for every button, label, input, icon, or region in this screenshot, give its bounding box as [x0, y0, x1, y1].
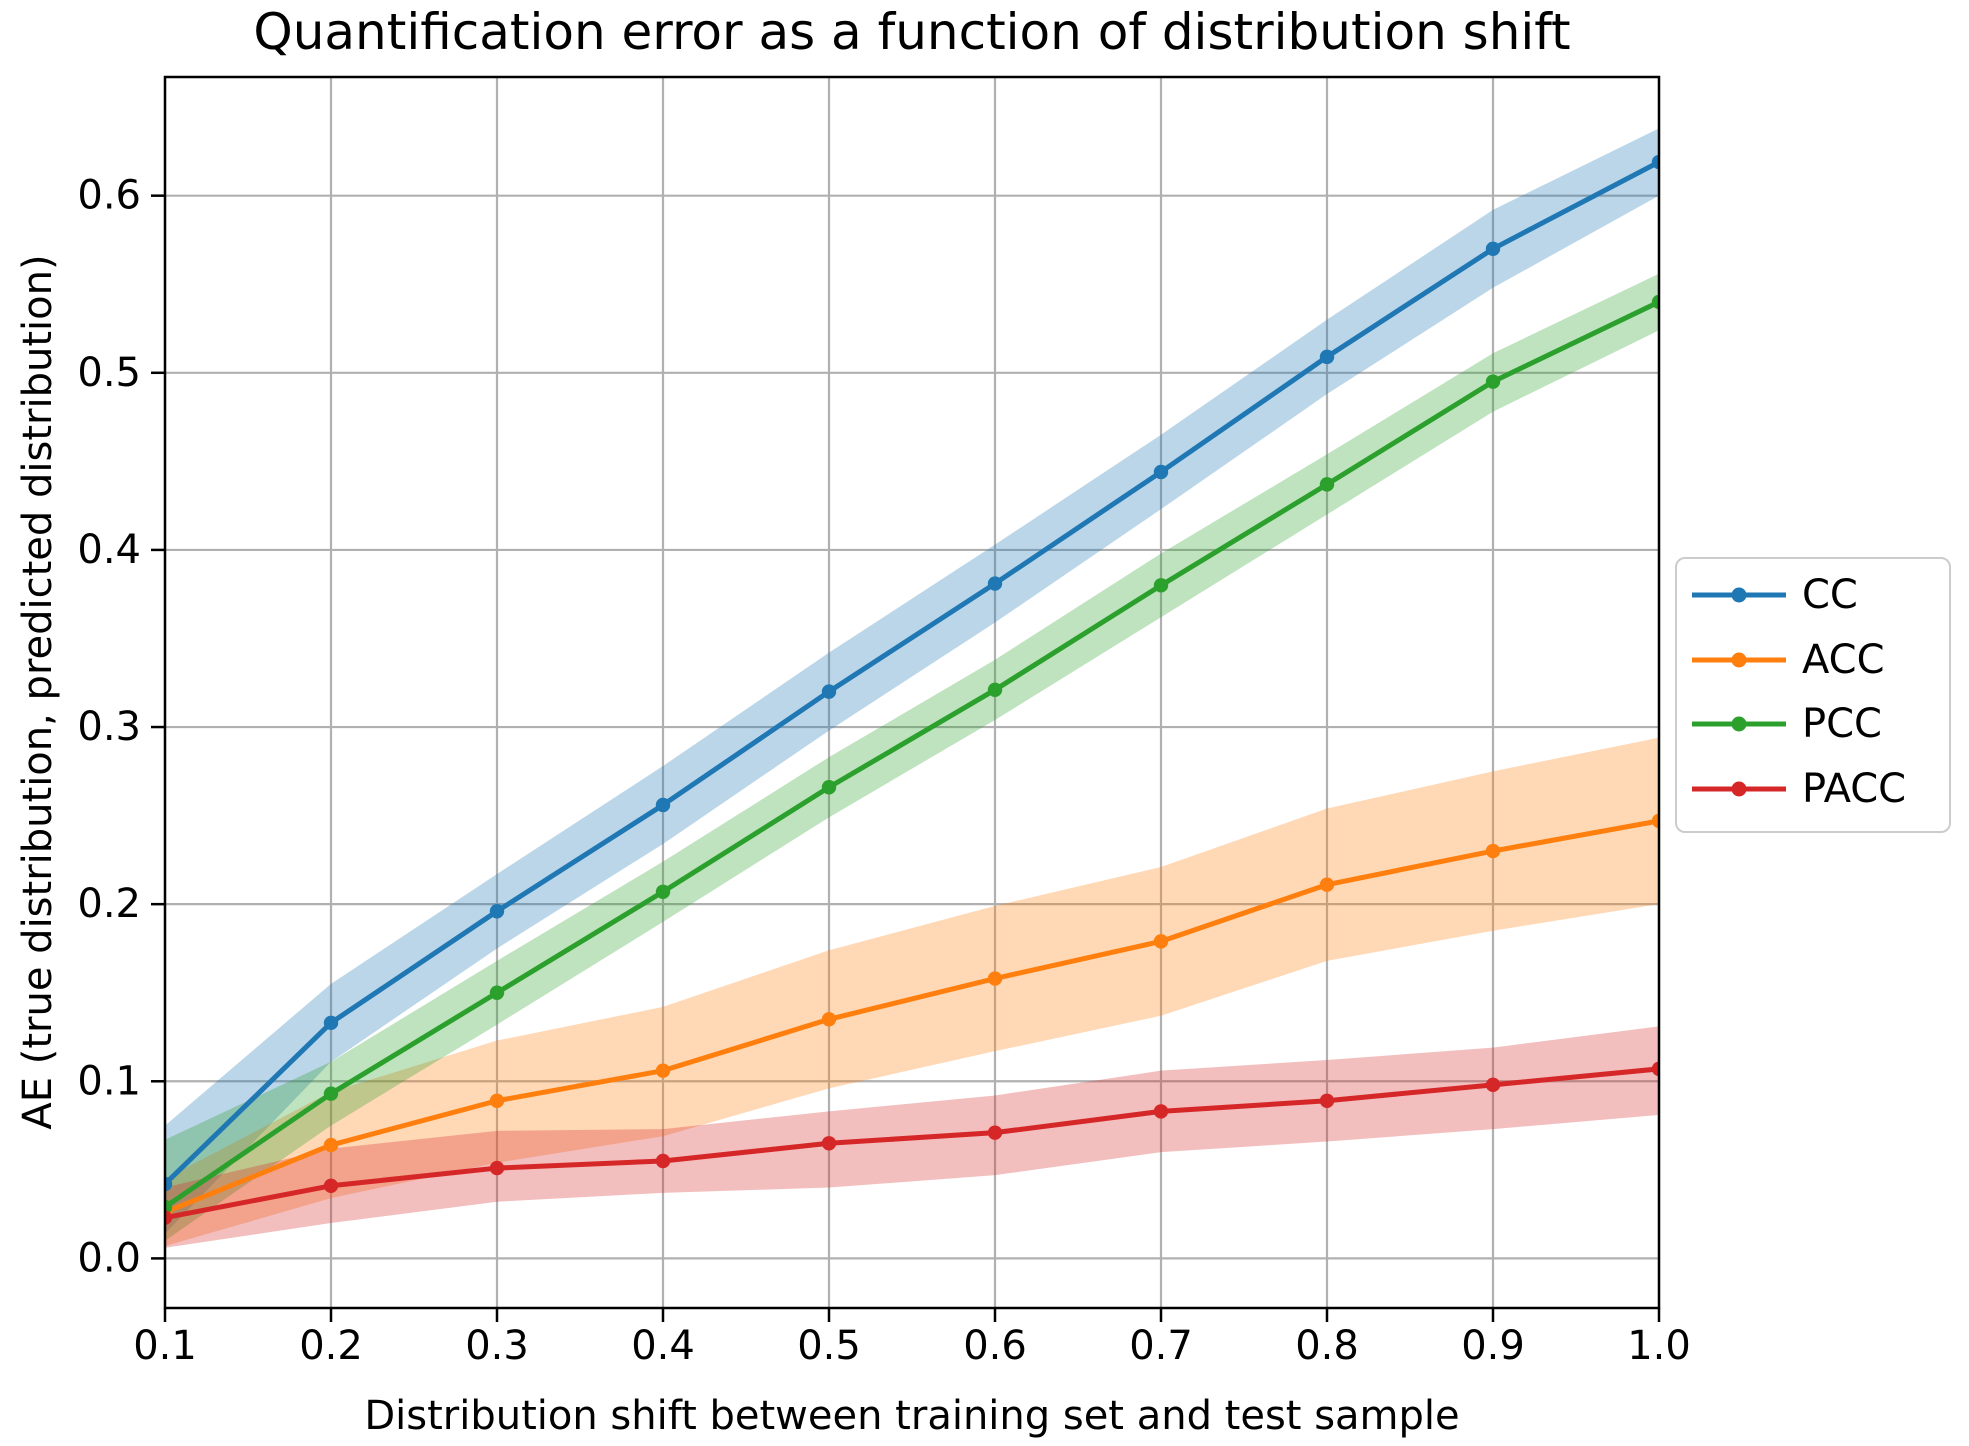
PACC-marker — [1153, 1104, 1169, 1119]
legend-label: PCC — [1802, 701, 1882, 748]
ACC-markers — [165, 813, 1659, 1220]
PCC-marker — [165, 1199, 173, 1215]
CC-markers — [165, 154, 1659, 1192]
PCC-band — [165, 273, 1659, 1241]
x-tick-label: 0.8 — [1295, 1323, 1359, 1369]
legend-line-swatch — [1692, 587, 1786, 603]
CC-marker — [655, 797, 671, 813]
PACC-marker — [655, 1153, 671, 1169]
PCC-markers — [165, 294, 1659, 1215]
ACC-marker — [821, 1012, 837, 1027]
x-tick-label: 0.6 — [963, 1323, 1027, 1369]
y-tick-label: 0.0 — [77, 1235, 141, 1281]
CC-marker — [987, 576, 1003, 591]
tick-marks — [151, 194, 1661, 1322]
x-tick-label: 0.2 — [299, 1323, 363, 1369]
y-tick-label: 0.6 — [77, 173, 141, 219]
PCC-marker — [655, 884, 671, 899]
CC-marker — [1651, 154, 1659, 170]
x-tick-label: 0.3 — [465, 1323, 529, 1369]
legend-line-swatch — [1692, 652, 1786, 668]
PCC-marker — [987, 682, 1003, 698]
PACC-marker — [323, 1178, 339, 1193]
PACC-marker — [987, 1125, 1003, 1140]
CC-marker — [165, 1176, 173, 1192]
PACC-marker — [821, 1136, 837, 1151]
y-tick-label: 0.2 — [77, 881, 141, 927]
legend-line-swatch — [1692, 716, 1786, 732]
PCC-marker — [1319, 477, 1335, 492]
x-axis-label: Distribution shift between training set … — [364, 1393, 1460, 1439]
y-tick-label: 0.3 — [77, 704, 141, 750]
PCC-marker — [323, 1086, 339, 1101]
CC-marker — [1319, 349, 1335, 365]
ACC-marker — [1651, 813, 1659, 829]
x-tick-label: 0.4 — [631, 1323, 695, 1369]
PCC-line — [165, 299, 1659, 1210]
CC-band — [165, 128, 1659, 1234]
CC-line — [165, 159, 1659, 1187]
PACC-marker — [1319, 1093, 1335, 1108]
ACC-marker — [655, 1063, 671, 1078]
x-tick-label: 0.7 — [1129, 1323, 1193, 1369]
legend-item-ACC: ACC — [1692, 628, 1949, 693]
legend-label: PACC — [1802, 765, 1907, 812]
PCC-marker — [489, 985, 505, 1000]
PCC-marker — [1651, 294, 1659, 310]
CC-marker — [1485, 241, 1501, 257]
ACC-marker — [1153, 934, 1169, 949]
PACC-marker — [1651, 1061, 1659, 1077]
ACC-band — [165, 737, 1659, 1247]
legend-item-PCC: PCC — [1692, 692, 1949, 757]
CC-marker — [323, 1015, 339, 1031]
ACC-marker — [1319, 877, 1335, 892]
ACC-marker — [323, 1137, 339, 1153]
legend-item-CC: CC — [1692, 563, 1949, 628]
legend-label: ACC — [1802, 636, 1885, 683]
PACC-marker — [165, 1210, 173, 1225]
PACC-line — [165, 1066, 1659, 1221]
CC-marker — [489, 904, 505, 919]
y-tick-label: 0.1 — [77, 1058, 141, 1104]
PCC-marker — [1153, 578, 1169, 593]
x-tick-label: 1.0 — [1627, 1323, 1691, 1369]
tick-labels: 0.1 0.2 0.3 0.4 0.5 0.6 0.7 0.8 0.9 1.0 0.0 0.1 0.2 0… — [77, 173, 1690, 1369]
plot-border — [163, 75, 1661, 1310]
ACC-marker — [489, 1093, 505, 1108]
y-tick-label: 0.4 — [77, 527, 141, 573]
PACC-marker — [1485, 1077, 1501, 1093]
PCC-marker — [821, 780, 837, 795]
PACC-markers — [165, 1061, 1659, 1225]
chart-title: Quantification error as a function of di… — [253, 3, 1571, 61]
legend: CC ACC PCC PACC — [1675, 557, 1951, 833]
x-tick-label: 0.9 — [1461, 1323, 1525, 1369]
CC-marker — [821, 684, 837, 699]
x-tick-label: 0.1 — [133, 1323, 197, 1369]
PACC-marker — [489, 1160, 505, 1176]
y-tick-label: 0.5 — [77, 350, 141, 396]
ACC-line — [165, 818, 1659, 1215]
ACC-marker — [1485, 843, 1501, 859]
legend-item-PACC: PACC — [1692, 757, 1949, 822]
x-tick-label: 0.5 — [797, 1323, 861, 1369]
PCC-marker — [1485, 374, 1501, 389]
CC-marker — [1153, 464, 1169, 480]
ACC-marker — [987, 971, 1003, 986]
legend-line-swatch — [1692, 781, 1786, 797]
legend-label: CC — [1802, 572, 1858, 619]
data-layer — [165, 128, 1659, 1248]
